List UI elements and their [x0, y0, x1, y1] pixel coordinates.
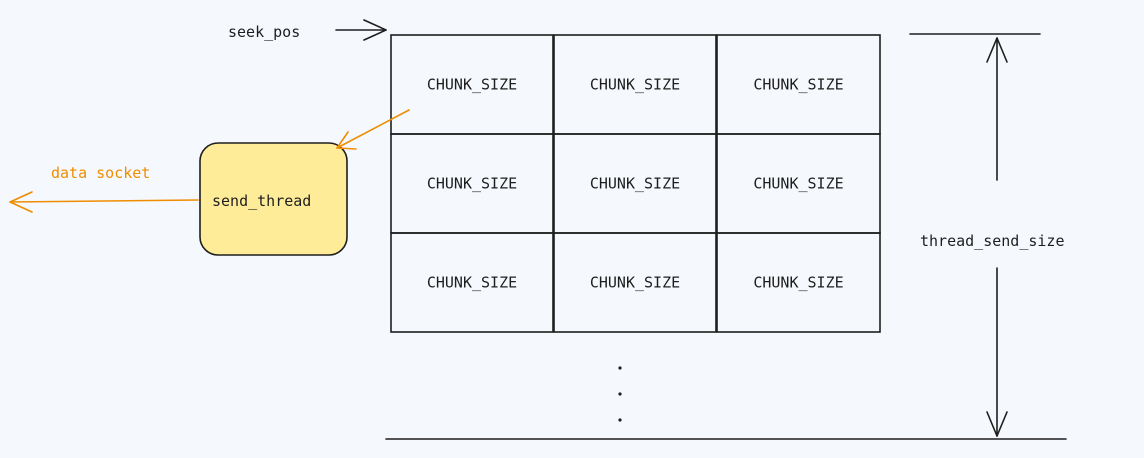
seek-pos-label: seek_pos: [228, 23, 300, 41]
seek-pos-arrow: [335, 19, 387, 41]
chunk-cell: [716, 232, 881, 333]
thread-send-size-arrow: [986, 37, 1008, 437]
data-socket-arrow: [9, 191, 199, 213]
chunk-size-label: CHUNK_SIZE: [590, 175, 680, 193]
chunk-size-label: CHUNK_SIZE: [753, 175, 843, 193]
send-thread-box: [199, 142, 348, 256]
chunk-size-label: CHUNK_SIZE: [590, 274, 680, 292]
chunk-cell: [553, 232, 717, 333]
chunk-grid: CHUNK_SIZE CHUNK_SIZE CHUNK_SIZE CHUNK_SIZE…: [390, 34, 881, 333]
chunk-size-label: CHUNK_SIZE: [753, 274, 843, 292]
thread-send-size-label: thread_send_size: [920, 232, 1065, 250]
send-thread-label: send_thread: [212, 192, 311, 210]
chunk-size-label: CHUNK_SIZE: [427, 175, 517, 193]
send-thread-node: send_thread: [199, 142, 348, 256]
chunk-cell: [390, 232, 554, 333]
ellipsis-dots: [618, 366, 622, 422]
chunk-size-label: CHUNK_SIZE: [590, 76, 680, 94]
data-socket-label: data socket: [51, 164, 150, 182]
chunk-size-label: CHUNK_SIZE: [427, 274, 517, 292]
chunk-size-label: CHUNK_SIZE: [753, 76, 843, 94]
chunk-size-label: CHUNK_SIZE: [427, 76, 517, 94]
grid-to-thread-arrow: [336, 109, 410, 150]
